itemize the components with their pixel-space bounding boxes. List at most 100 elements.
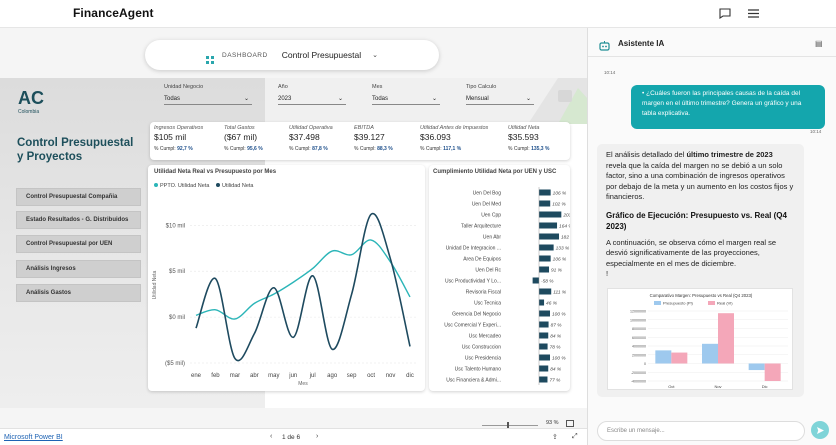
bar-category-label: Usc Productividad Y Lo...: [445, 279, 501, 285]
bar-category-label: Uen Del Bog: [473, 191, 502, 197]
x-tick-label: dic: [406, 373, 414, 379]
mini-bar: [718, 313, 734, 364]
legend-marker: [154, 183, 158, 187]
chat-icon[interactable]: [716, 4, 734, 22]
x-axis-label: Mes: [298, 381, 308, 387]
zoom-slider-thumb[interactable]: [507, 422, 509, 429]
fit-page-icon[interactable]: [566, 420, 574, 427]
bot-icon: [599, 38, 610, 56]
legend-marker: [708, 301, 715, 305]
bar: [539, 365, 549, 372]
nav-analisis-ingresos[interactable]: Análisis Ingresos: [16, 260, 141, 278]
y-tick-label: $5 mil: [169, 269, 185, 275]
y-tick-label: $10 mil: [166, 223, 185, 229]
bullet: •: [642, 90, 647, 97]
filter-unidad-negocio[interactable]: Unidad Negocio Todas ⌄: [164, 84, 252, 105]
filter-tipo-calculo[interactable]: Tipo Calculo Mensual ⌄: [466, 84, 534, 105]
kpi-ebitda: EBITDA $39.127 % Cumpl: 88,3 %: [354, 125, 393, 152]
x-tick-label: oct: [367, 373, 375, 379]
bar-category-label: Usc Construccion: [462, 345, 501, 351]
bar: [539, 354, 550, 361]
send-icon: [816, 426, 824, 434]
nav-control-uen[interactable]: Control Presupuestal por UEN: [16, 235, 141, 253]
chevron-down-icon: ⌄: [243, 96, 249, 102]
bar: [532, 277, 539, 284]
x-tick-label: Oct: [668, 384, 675, 389]
dashboard-label: DASHBOARD: [222, 51, 268, 59]
bar-value-label: 106 %: [553, 191, 567, 197]
fullscreen-icon[interactable]: ⤢: [572, 433, 578, 440]
x-tick-label: Dic: [762, 384, 768, 389]
x-tick-label: jun: [288, 373, 297, 379]
comparison-chart: Comparativo Margen: Presupuesto vs Real …: [607, 288, 793, 390]
kpi-utilidad-operativa: Utilidad Operativa $37.498 % Cumpl: 87,8 …: [289, 125, 333, 152]
report-footer: Microsoft Power BI ‹ 1 de 6 › ⇪ ⤢: [0, 428, 587, 445]
bar-category-label: Gerencia Del Negocio: [452, 312, 501, 318]
bar-category-label: Taller Arquitecture: [461, 224, 501, 230]
line-chart-card: Utilidad Neta Real vs Presupuesto por Me…: [148, 165, 425, 391]
kpi-ingresos: Ingresos Operativos $105 mil % Cumpl: 92,…: [154, 125, 204, 152]
bar-category-label: Area De Equipos: [463, 257, 501, 263]
bar-value-label: 182 %: [561, 235, 570, 241]
filter-anio[interactable]: Año 2023 ⌄: [278, 84, 346, 105]
bar-category-label: Revisoria Fiscal: [466, 290, 501, 296]
bar: [539, 321, 549, 328]
nav-control-compania[interactable]: Control Presupuestal Compañia: [16, 188, 141, 206]
bar: [539, 343, 548, 350]
report-title: Control Presupuestal y Proyectos: [17, 137, 134, 163]
message-input[interactable]: Escribe un mensaje...: [597, 421, 805, 441]
bar-value-label: 203 %: [562, 213, 570, 219]
zoom-slider[interactable]: [482, 425, 538, 426]
bar-category-label: Unidad De Integracion ...: [446, 246, 501, 252]
legend-label: Utilidad Neta: [222, 183, 254, 189]
y-tick-label: 6000000: [632, 336, 646, 340]
share-icon[interactable]: ⇪: [552, 434, 558, 441]
page-indicator: 1 de 6: [282, 434, 301, 441]
bar: [539, 244, 554, 251]
send-button[interactable]: [811, 421, 829, 439]
x-tick-label: may: [268, 373, 279, 379]
series-line-ppto: [195, 239, 411, 320]
y-axis-label: Utilidad Neta: [152, 270, 158, 299]
prev-page-icon[interactable]: ‹: [270, 433, 273, 440]
bar-value-label: 102 %: [552, 202, 566, 208]
bar-category-label: Usc Comercial Y Experi...: [444, 323, 501, 329]
filter-mes[interactable]: Mes Todas ⌄: [372, 84, 440, 105]
x-tick-label: mar: [230, 373, 240, 379]
powerbi-link[interactable]: Microsoft Power BI: [4, 434, 63, 441]
legend-label: PPTO. Utilidad Neta: [160, 183, 210, 189]
mini-bar: [764, 363, 781, 381]
bar: [539, 266, 550, 273]
legend-marker: [216, 183, 220, 187]
history-icon[interactable]: ▤: [815, 39, 823, 48]
mini-bar: [671, 352, 688, 364]
bar-chart-title: Cumplimiento Utilidad Neta por UEN y USC: [433, 169, 557, 175]
nav-estado-resultados[interactable]: Estado Resultados - G. Distribuidos: [16, 211, 141, 229]
comparison-chart-svg: Comparativo Margen: Presupuesto vs Real …: [630, 293, 788, 389]
y-tick-label: 2000000: [632, 353, 646, 357]
bar-chart: Uen Del Bog 106 % Uen Del Med 102 % Uen Cpp 2…: [444, 187, 570, 385]
bar-value-label: 100 %: [552, 312, 566, 318]
series-line-real: [195, 212, 411, 362]
bar-category-label: Usc Financiera & Admi...: [446, 378, 501, 384]
bar-value-label: 164 %: [559, 224, 570, 230]
bar-category-label: Uen Del Rc: [475, 268, 501, 274]
next-page-icon[interactable]: ›: [316, 433, 319, 440]
bar-category-label: Uen Abr: [483, 235, 501, 241]
y-tick-label: 12000000: [630, 310, 646, 314]
eraser-icon[interactable]: [558, 90, 572, 102]
bar-value-label: 84 %: [550, 367, 562, 373]
zoom-level: 93 %: [546, 420, 559, 426]
dashboard-selector[interactable]: DASHBOARD Control Presupuestal ⌄: [145, 40, 439, 70]
y-tick-label: -2000000: [631, 371, 646, 375]
bar-category-label: Usc Mercadeo: [469, 334, 501, 340]
nav-analisis-gastos[interactable]: Análisis Gastos: [16, 284, 141, 302]
chevron-down-icon: ⌄: [337, 96, 343, 102]
line-chart: PPTO. Utilidad Neta Utilidad Neta $10 mil $…: [152, 183, 416, 387]
menu-icon[interactable]: [744, 4, 762, 22]
x-tick-label: sep: [347, 373, 357, 379]
kpi-utilidad-antes-impuestos: Utilidad Antes de Impuestos $36.093 % Cum…: [420, 125, 489, 152]
bar: [539, 376, 548, 383]
kpi-cards: Ingresos Operativos $105 mil % Cumpl: 92,…: [150, 122, 570, 160]
x-tick-label: nov: [386, 373, 396, 379]
